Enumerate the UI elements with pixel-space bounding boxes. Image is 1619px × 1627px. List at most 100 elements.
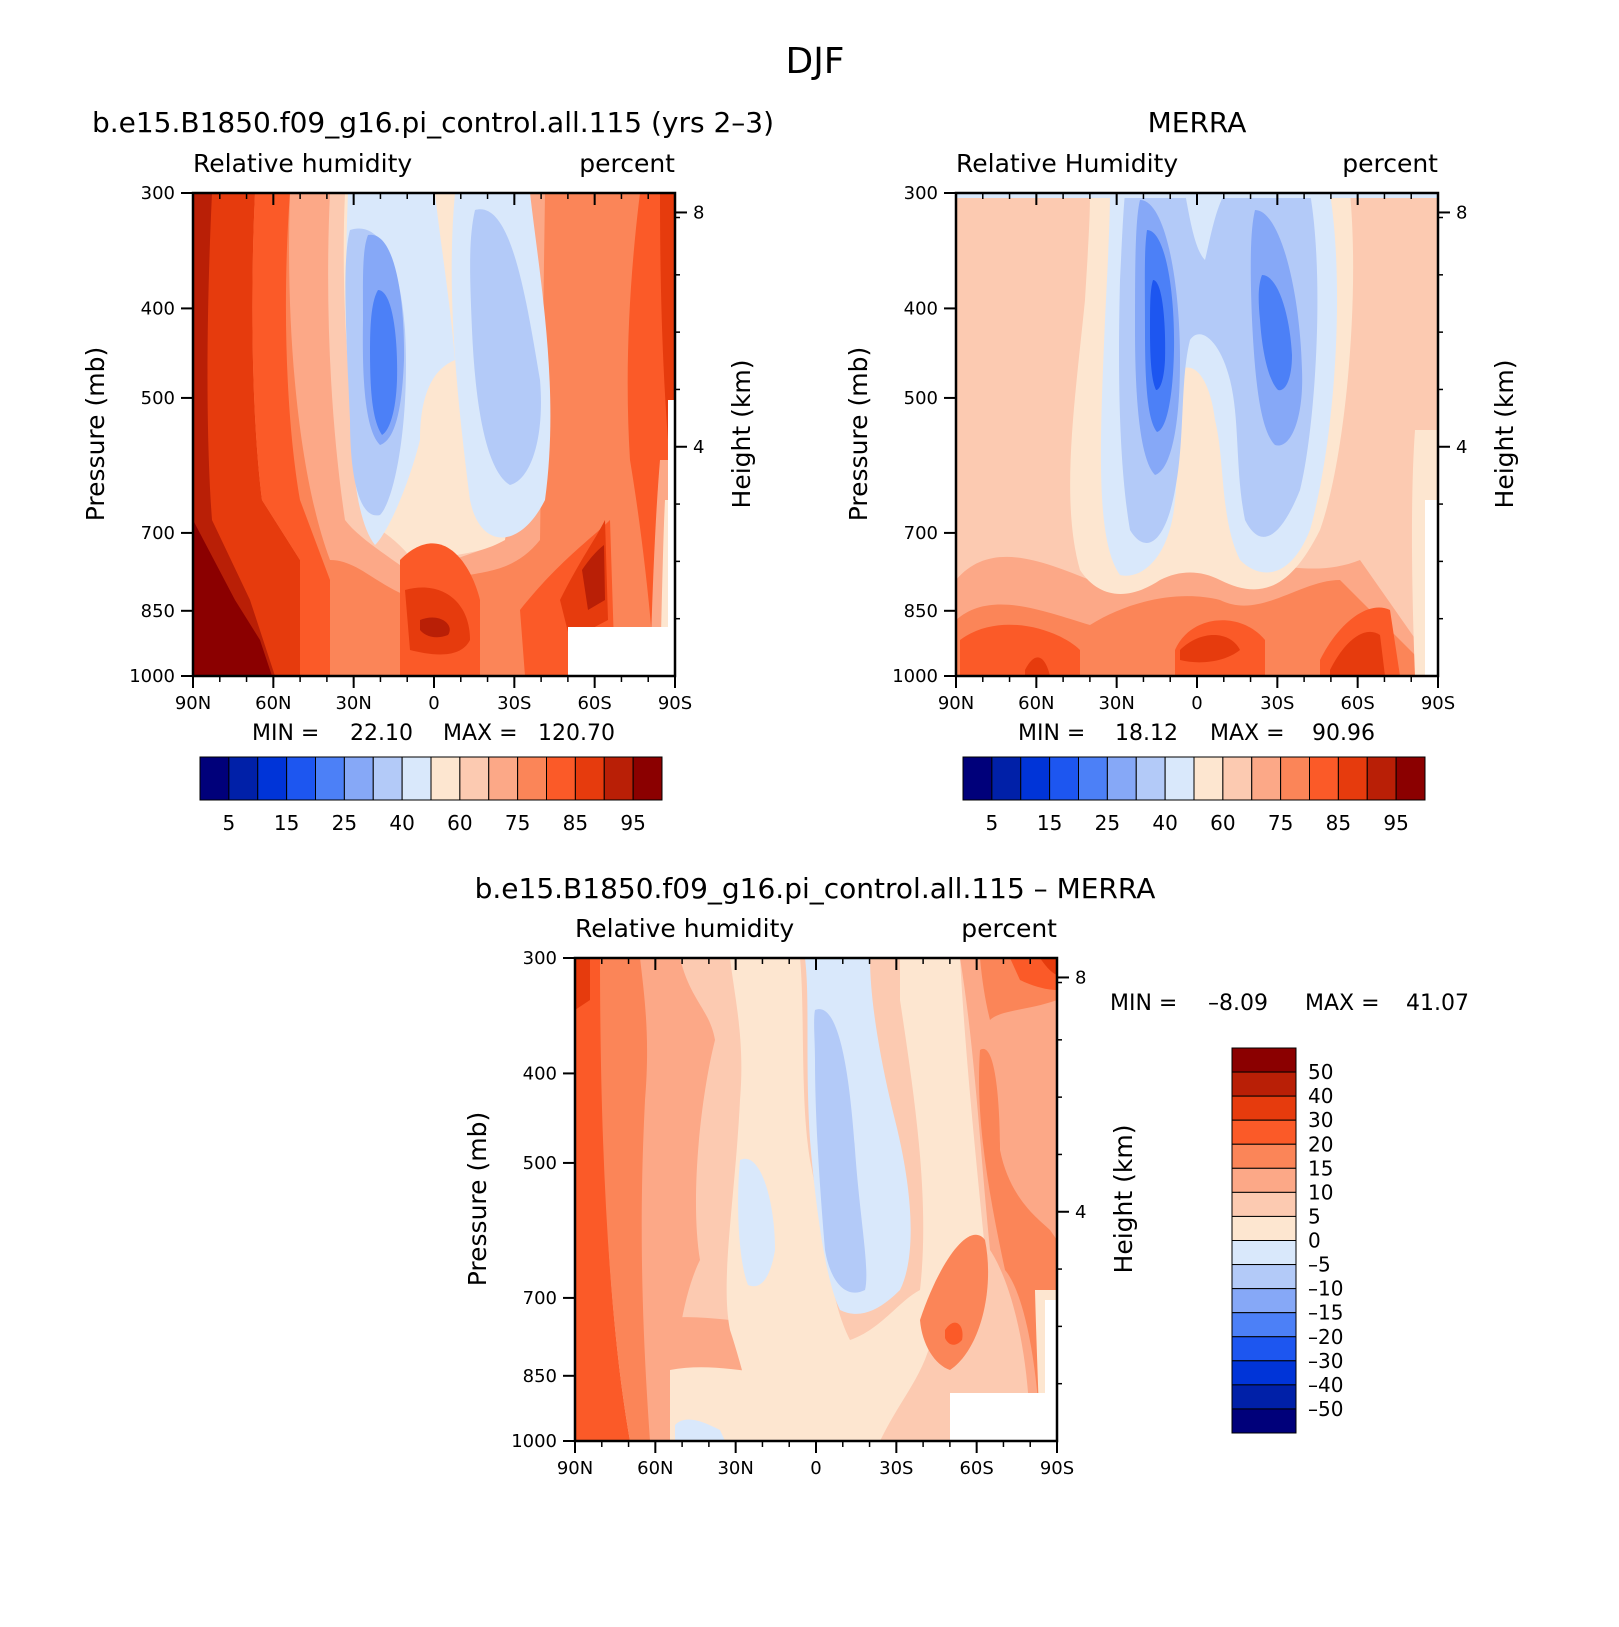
- x-tick-label: 30N: [1098, 693, 1134, 714]
- height-tick-label: 8: [693, 202, 704, 223]
- colorbar-box: [430, 756, 461, 801]
- x-tick-label: 0: [1191, 693, 1202, 714]
- y-tick-label: 700: [904, 523, 938, 544]
- panel-title: b.e15.B1850.f09_g16.pi_control.all.115 –…: [475, 872, 1156, 905]
- colorbar-box: [286, 756, 316, 801]
- colorbar-box: [1251, 756, 1282, 801]
- colorbar-box: [1164, 756, 1195, 801]
- colorbar-label: 40: [389, 811, 414, 835]
- colorbar-box: [1231, 1384, 1297, 1410]
- contour-field: [193, 193, 675, 676]
- colorbar-box: [459, 756, 490, 801]
- x-tick-label: 0: [810, 1458, 821, 1479]
- colorbar-label: 15: [1308, 1156, 1333, 1180]
- colorbar-box: [1337, 756, 1368, 801]
- colorbar-label: 0: [1308, 1229, 1321, 1253]
- panel-title: MERRA: [1148, 106, 1247, 139]
- y-tick-label: 400: [141, 298, 175, 319]
- colorbar-label: 40: [1152, 811, 1177, 835]
- colorbar-box: [1395, 756, 1426, 801]
- y-tick-label: 400: [523, 1063, 557, 1084]
- y-tick-label: 300: [141, 183, 175, 204]
- minmax: MIN = –8.09 MAX = 41.07: [1110, 991, 1469, 1016]
- height-tick-label: 8: [1456, 202, 1467, 223]
- colorbar-box: [257, 756, 288, 801]
- right-string: percent: [579, 149, 675, 178]
- x-tick-label: 30S: [879, 1458, 913, 1479]
- colorbar-box: [1231, 1191, 1297, 1217]
- colorbar-box: [574, 756, 605, 801]
- colorbar-box: [1231, 1336, 1297, 1362]
- colorbar-box: [991, 756, 1022, 801]
- y-tick-label: 500: [904, 388, 938, 409]
- y-tick-label: 1000: [129, 666, 175, 687]
- minmax: MIN = 22.10 MAX = 120.70: [252, 721, 615, 746]
- x-tick-label: 90S: [658, 693, 692, 714]
- y-tick-label: 700: [523, 1288, 557, 1309]
- colorbar-label: 25: [1095, 811, 1120, 835]
- max-value: 90.96: [1312, 721, 1375, 746]
- ylabel: Pressure (mb): [81, 347, 110, 521]
- colorbar-box: [1231, 1167, 1297, 1193]
- x-tick-label: 60N: [255, 693, 291, 714]
- colorbar-label: 75: [1268, 811, 1293, 835]
- colorbar-box: [315, 756, 345, 801]
- panel-title: b.e15.B1850.f09_g16.pi_control.all.115 (…: [92, 106, 774, 139]
- right-string: percent: [1342, 149, 1438, 178]
- x-tick-label: 60N: [1018, 693, 1054, 714]
- colorbar-label: 95: [1383, 811, 1408, 835]
- max-label: MAX =: [1305, 991, 1380, 1016]
- x-tick-label: 60S: [577, 693, 611, 714]
- min-label: MIN =: [1110, 991, 1177, 1016]
- x-tick-label: 30N: [335, 693, 371, 714]
- colorbar-box: [1106, 756, 1137, 801]
- colorbar-box: [1231, 1047, 1297, 1073]
- colorbar-model: 5 15 25 40 60 75 85 95: [199, 756, 663, 835]
- colorbar-box: [228, 756, 259, 801]
- height-tick-label: 4: [1075, 1202, 1086, 1223]
- left-string: Relative Humidity: [956, 149, 1178, 178]
- max-value: 120.70: [538, 721, 615, 746]
- colorbar-box: [1231, 1215, 1297, 1241]
- colorbar-label: –30: [1308, 1349, 1343, 1373]
- y-tick-label: 1000: [511, 1431, 557, 1452]
- colorbar-box: [1231, 1240, 1297, 1266]
- y-tick-label: 1000: [892, 666, 938, 687]
- x-tick-label: 30S: [1260, 693, 1294, 714]
- colorbar-box: [401, 756, 432, 801]
- axes-model: 90N 60N 30N 0 30S 60S 90S 300 400 500 700 850 1000 8 4: [129, 183, 704, 714]
- x-tick-label: 90N: [938, 693, 974, 714]
- panel-merra: MERRA Relative Humidity percent 9: [844, 106, 1519, 835]
- colorbar-label: 85: [1326, 811, 1351, 835]
- panel-model: b.e15.B1850.f09_g16.pi_control.all.115 (…: [81, 106, 774, 835]
- colorbar-box: [1231, 1071, 1297, 1097]
- contour-field: [956, 193, 1438, 676]
- colorbar-label: 5: [1308, 1204, 1321, 1228]
- colorbar-box: [1309, 756, 1339, 801]
- x-tick-label: 0: [428, 693, 439, 714]
- ylabel-right: Height (km): [727, 360, 756, 509]
- x-tick-label: 60N: [637, 1458, 673, 1479]
- min-label: MIN =: [252, 721, 319, 746]
- x-tick-label: 60S: [1340, 693, 1374, 714]
- left-string: Relative humidity: [193, 149, 412, 178]
- colorbar-box: [372, 756, 403, 801]
- y-tick-label: 300: [523, 948, 557, 969]
- ylabel-right: Height (km): [1490, 360, 1519, 509]
- figure-title: DJF: [785, 41, 844, 82]
- colorbar-box: [488, 756, 519, 801]
- axes-diff: 90N 60N 30N 0 30S 60S 90S 300 400 500 700 850 1000 8 4: [511, 948, 1086, 1479]
- colorbar-box: [962, 756, 993, 801]
- panel-diff: b.e15.B1850.f09_g16.pi_control.all.115 –…: [463, 872, 1469, 1479]
- colorbar-box: [1231, 1119, 1297, 1145]
- minmax: MIN = 18.12 MAX = 90.96: [1018, 721, 1375, 746]
- colorbar-box: [517, 756, 547, 801]
- colorbar-label: 60: [447, 811, 472, 835]
- colorbar-label: 15: [274, 811, 299, 835]
- y-tick-label: 850: [904, 601, 938, 622]
- colorbar-box: [1049, 756, 1079, 801]
- contour-field: [575, 958, 1057, 1441]
- colorbar-label: 30: [1308, 1108, 1333, 1132]
- left-string: Relative humidity: [575, 914, 794, 943]
